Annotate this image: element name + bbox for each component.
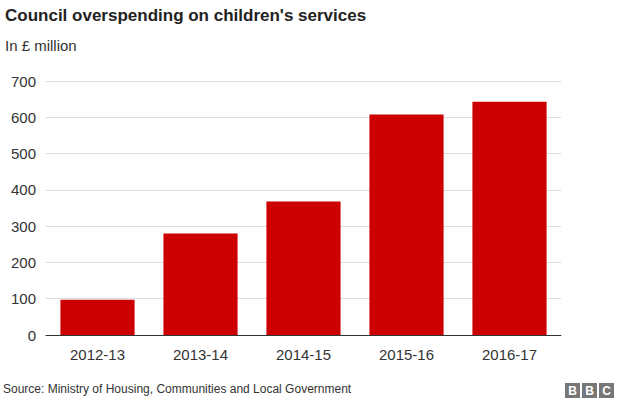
svg-text:700: 700 <box>11 73 36 90</box>
svg-text:C: C <box>602 384 611 398</box>
svg-text:In £ million: In £ million <box>5 37 77 54</box>
svg-text:B: B <box>568 384 577 398</box>
svg-text:2013-14: 2013-14 <box>173 346 228 363</box>
svg-text:2014-15: 2014-15 <box>276 346 331 363</box>
svg-text:2015-16: 2015-16 <box>379 346 434 363</box>
svg-text:Council overspending on childr: Council overspending on children's servi… <box>5 6 366 25</box>
svg-text:100: 100 <box>11 290 36 307</box>
svg-text:300: 300 <box>11 218 36 235</box>
svg-text:B: B <box>585 384 594 398</box>
svg-text:Source: Ministry of Housing, C: Source: Ministry of Housing, Communities… <box>3 382 352 396</box>
svg-text:400: 400 <box>11 181 36 198</box>
svg-text:2016-17: 2016-17 <box>482 346 537 363</box>
svg-text:0: 0 <box>28 327 36 344</box>
svg-text:600: 600 <box>11 109 36 126</box>
svg-text:2012-13: 2012-13 <box>70 346 125 363</box>
svg-text:500: 500 <box>11 145 36 162</box>
svg-text:200: 200 <box>11 254 36 271</box>
